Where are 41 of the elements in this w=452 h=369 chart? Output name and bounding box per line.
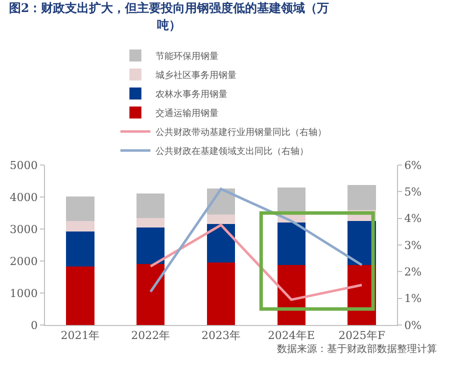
chart-title: 图2：财政支出扩大，但主要投向用钢强度低的基建领域（万吨） bbox=[8, 0, 330, 34]
y2-tick-label: 2% bbox=[404, 266, 422, 279]
y2-tick-label: 0% bbox=[404, 318, 422, 332]
x-tick-label: 2023年 bbox=[202, 329, 240, 342]
legend-label: 公共财政在基建领域支出同比（右轴） bbox=[155, 146, 308, 158]
bar bbox=[66, 221, 94, 232]
y2-tick-label: 4% bbox=[404, 212, 422, 226]
bar bbox=[136, 193, 165, 218]
legend-label: 农林水事务用钢量 bbox=[155, 89, 228, 100]
y2-tick-label: 1% bbox=[404, 292, 422, 306]
bar bbox=[66, 232, 94, 266]
bar bbox=[277, 222, 306, 265]
bar bbox=[66, 266, 94, 325]
bar bbox=[136, 264, 165, 325]
legend-label: 节能环保用钢量 bbox=[155, 51, 218, 62]
x-tick-label: 2025年F bbox=[338, 329, 386, 342]
y-tick-label: 0 bbox=[30, 318, 38, 332]
bar bbox=[136, 218, 165, 228]
y-tick-label: 3000 bbox=[10, 222, 38, 236]
y2-tick-label: 5% bbox=[404, 186, 422, 199]
x-tick-label: 2021年 bbox=[60, 329, 100, 342]
line-series bbox=[149, 188, 364, 293]
y2-tick-label: 6% bbox=[404, 158, 422, 172]
bar bbox=[348, 185, 376, 210]
bar bbox=[136, 227, 165, 264]
bar bbox=[206, 224, 236, 263]
y-tick-label: 1000 bbox=[10, 286, 38, 300]
y-tick-label: 4000 bbox=[10, 190, 38, 204]
bar bbox=[66, 196, 94, 221]
x-tick-label: 2022年 bbox=[131, 329, 170, 342]
legend-label: 公共财政带动基建行业用钢量同比（右轴） bbox=[155, 127, 326, 138]
legend-label: 交通运输用钢量 bbox=[155, 108, 218, 120]
y-tick-label: 2000 bbox=[10, 254, 38, 268]
line-series bbox=[149, 224, 364, 301]
source-note: 数据来源：基于财政部数据整理计算 bbox=[277, 343, 437, 355]
x-tick-label: 2024年E bbox=[268, 329, 315, 342]
y2-tick-label: 3% bbox=[404, 238, 422, 252]
bar bbox=[206, 262, 236, 325]
bar bbox=[206, 214, 236, 224]
y-tick-label: 5000 bbox=[10, 158, 38, 172]
legend-label: 城乡社区事务用钢量 bbox=[154, 70, 236, 82]
